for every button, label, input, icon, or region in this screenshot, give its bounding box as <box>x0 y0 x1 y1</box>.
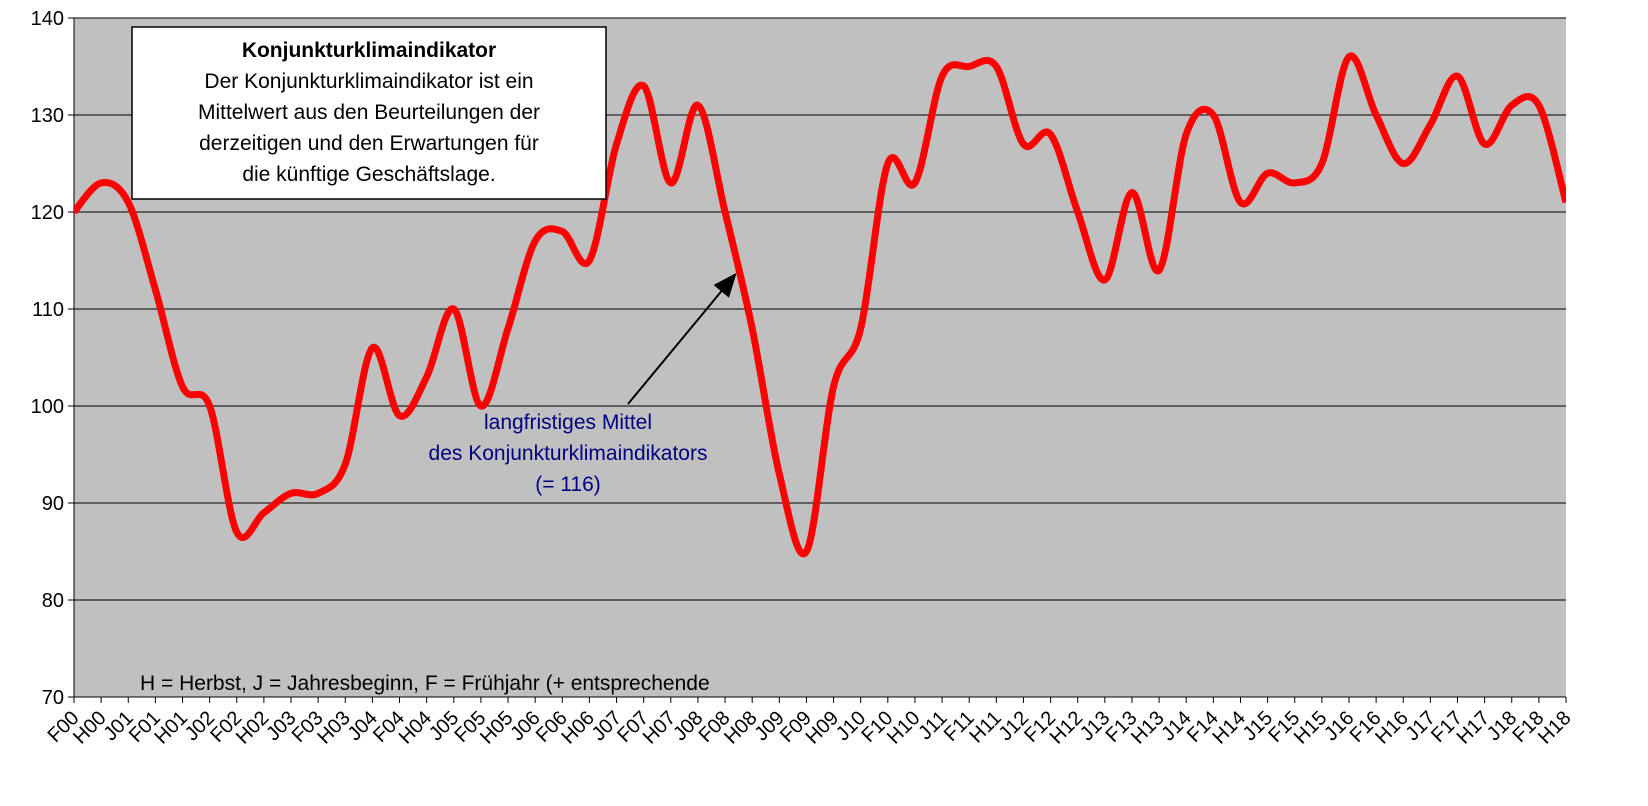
info-box-title: Konjunkturklimaindikator <box>242 39 496 62</box>
y-tick-label: 140 <box>31 8 64 30</box>
mean-annotation: (= 116) <box>535 473 601 496</box>
y-tick-label: 70 <box>42 687 64 709</box>
y-tick-label: 130 <box>31 105 64 127</box>
data-line <box>74 52 1566 558</box>
y-tick-label: 110 <box>32 299 64 321</box>
info-box-line: derzeitigen und den Erwartungen für <box>199 132 539 155</box>
y-tick-label: 90 <box>42 493 64 515</box>
y-tick-label: 100 <box>31 396 64 418</box>
footnote: H = Herbst, J = Jahresbeginn, F = Frühja… <box>140 672 710 695</box>
info-box-line: die künftige Geschäftslage. <box>242 163 495 186</box>
y-tick-label: 120 <box>31 202 64 224</box>
info-box-line: Der Konjunkturklimaindikator ist ein <box>204 70 533 93</box>
y-tick-label: 80 <box>42 590 64 612</box>
footnote-group: H = Herbst, J = Jahresbeginn, F = Frühja… <box>140 672 710 695</box>
info-box-line: Mittelwert aus den Beurteilungen der <box>198 101 540 124</box>
info-box <box>131 26 607 200</box>
mean-annotation: langfristiges Mittel <box>484 411 652 434</box>
arrow <box>627 272 737 405</box>
mean-annotation: des Konjunkturklimaindikators <box>429 442 708 465</box>
x-tick-label: H18 <box>1534 707 1576 749</box>
